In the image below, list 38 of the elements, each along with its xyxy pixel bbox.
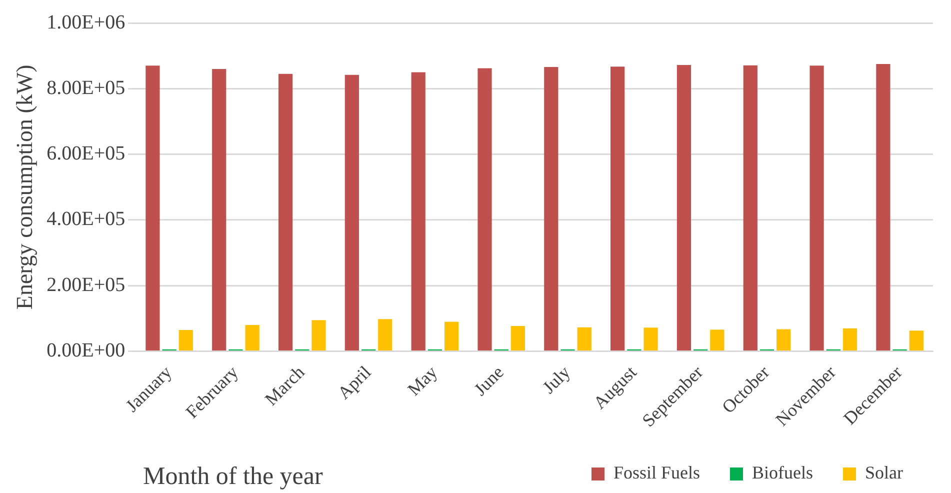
- x-tick-label: July: [538, 362, 574, 398]
- y-tick-label: 8.00E+05: [46, 76, 126, 99]
- y-tick-label: 4.00E+05: [46, 208, 126, 230]
- x-tick-label: May: [404, 362, 442, 400]
- bar: [909, 330, 924, 351]
- y-tick-label: 1.00E+06: [46, 11, 126, 34]
- y-tick-label: 0.00E+00: [46, 340, 126, 362]
- bar: [178, 330, 193, 351]
- bar: [245, 325, 260, 351]
- y-tick-label: 6.00E+05: [46, 142, 126, 165]
- bar: [876, 64, 890, 351]
- bar: [312, 320, 326, 351]
- bar: [146, 66, 160, 351]
- x-tick-label: June: [470, 362, 508, 400]
- bar: [510, 326, 525, 351]
- bar: [710, 330, 724, 351]
- bar: [444, 322, 459, 351]
- bar: [810, 66, 824, 351]
- bar: [577, 327, 592, 351]
- bar: [776, 329, 791, 351]
- legend-label: Solar: [865, 462, 904, 483]
- bar: [610, 66, 625, 351]
- bar: [212, 68, 226, 351]
- bar: [676, 65, 692, 351]
- bar: [743, 65, 758, 351]
- bar: [644, 328, 658, 351]
- x-axis-title: Month of the year: [143, 463, 323, 491]
- bar: [478, 68, 492, 351]
- bar: [544, 66, 558, 351]
- bar: [278, 74, 293, 351]
- bar: [344, 74, 359, 351]
- bar: [842, 328, 858, 351]
- bar: [378, 319, 392, 351]
- y-tick-label: 2.00E+05: [46, 274, 126, 296]
- legend-label: Fossil Fuels: [613, 462, 700, 483]
- legend-label: Biofuels: [752, 462, 814, 483]
- y-axis-title: Energy consumption (kW): [12, 64, 37, 310]
- bar: [411, 72, 426, 351]
